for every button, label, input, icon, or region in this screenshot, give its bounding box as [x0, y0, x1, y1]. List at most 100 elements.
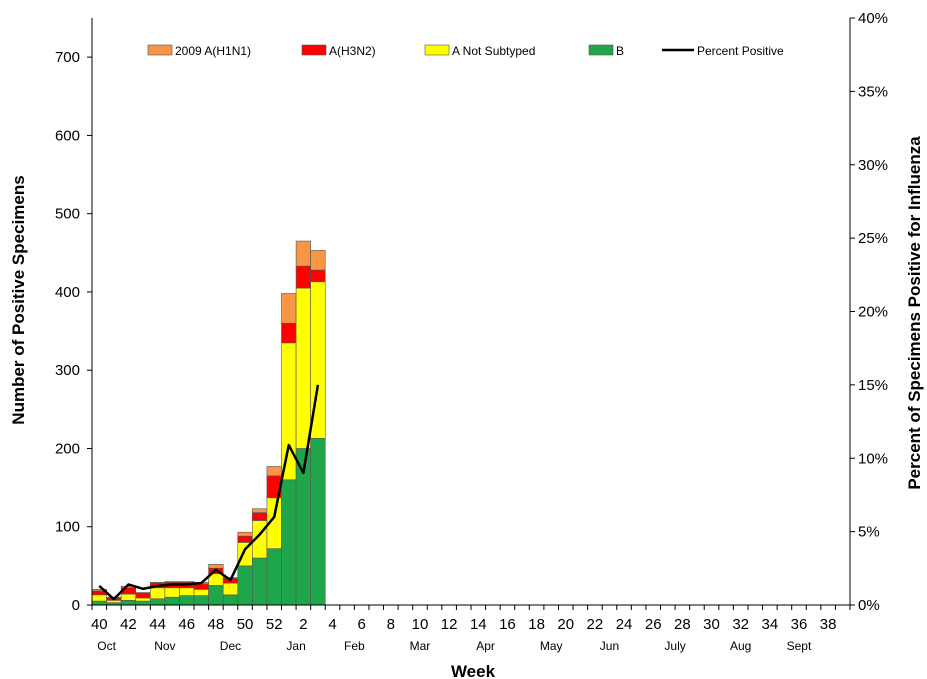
month-label-nov: Nov [154, 639, 175, 653]
bar-b-week-3 [310, 437, 326, 606]
bar-2009-a-h1n1--week-1 [281, 293, 297, 324]
y-axis-title: Number of Positive Specimens [9, 175, 28, 424]
x-tick-label-4: 4 [328, 616, 336, 633]
y2-tick-label-6: 30% [858, 157, 888, 174]
legend: 2009 A(H1N1) A(H3N2) A Not Subtyped B Percen… [147, 44, 784, 58]
x-tick-label-20: 20 [557, 616, 574, 633]
bar-a-not-subtyped-week-41 [106, 599, 122, 603]
legend-swatch-a-h3n2- [301, 44, 327, 56]
x-tick-label-6: 6 [357, 616, 365, 633]
x-tick-label-2: 2 [299, 616, 307, 633]
bar-a-h3n2--week-3 [310, 269, 326, 283]
x-tick-label-36: 36 [791, 616, 808, 633]
x-tick-label-42: 42 [120, 616, 137, 633]
y2-tick-label-4: 20% [858, 304, 888, 321]
bar-a-h3n2--week-43 [135, 592, 151, 599]
bar-2009-a-h1n1--week-51 [252, 508, 268, 513]
x-tick-label-44: 44 [149, 616, 166, 633]
y-tick-label-600: 600 [55, 127, 80, 144]
bar-a-not-subtyped-week-49 [222, 582, 239, 596]
bar-b-week-40 [91, 600, 107, 606]
x-tick-label-28: 28 [674, 616, 691, 633]
x-tick-label-50: 50 [237, 616, 254, 633]
legend-swatch-2009-a-h1n1- [147, 44, 173, 56]
percent-positive-line [98, 384, 320, 601]
x-tick-label-22: 22 [587, 616, 604, 633]
x-tick-label-24: 24 [616, 616, 633, 633]
legend-swatch-a-not-subtyped [424, 44, 450, 56]
bar-2009-a-h1n1--week-44 [150, 581, 166, 584]
bar-b-week-43 [135, 600, 151, 606]
bar-b-week-49 [222, 594, 239, 606]
bar-a-not-subtyped-week-42 [120, 593, 137, 601]
y2-tick-label-3: 15% [858, 377, 888, 394]
bar-a-not-subtyped-week-46 [179, 587, 195, 596]
y2-axis-title: Percent of Specimens Positive for Influe… [905, 136, 924, 490]
month-label-mar: Mar [410, 639, 431, 653]
month-label-feb: Feb [344, 639, 365, 653]
y-tick-label-100: 100 [55, 519, 80, 536]
x-tick-label-18: 18 [528, 616, 545, 633]
x-tick-label-16: 16 [499, 616, 516, 633]
month-label-aug: Aug [730, 639, 751, 653]
x-tick-label-8: 8 [387, 616, 395, 633]
bar-b-week-50 [237, 565, 253, 606]
month-label-dec: Dec [220, 639, 241, 653]
bar-b-week-46 [179, 595, 195, 606]
bar-2009-a-h1n1--week-52 [266, 466, 282, 477]
bar-2009-a-h1n1--week-48 [208, 563, 224, 569]
legend-label-a-not-subtyped: A Not Subtyped [452, 44, 535, 58]
bar-2009-a-h1n1--week-46 [179, 581, 195, 583]
x-tick-label-34: 34 [761, 616, 778, 633]
month-label-july: July [664, 639, 685, 653]
legend-label-2009-a-h1n1-: 2009 A(H1N1) [175, 44, 251, 58]
y2-tick-label-8: 40% [858, 10, 888, 27]
axes-group: 0 100 200 300 400 500 600 700 0% 5% 10% 15% 20% 25% 30… [55, 10, 888, 653]
bar-a-not-subtyped-week-45 [164, 587, 180, 598]
bar-b-week-1 [281, 479, 297, 606]
x-tick-label-40: 40 [91, 616, 108, 633]
legend-label-percent-positive: Percent Positive [697, 44, 784, 58]
legend-label-b: B [616, 44, 624, 58]
x-tick-label-38: 38 [820, 616, 837, 633]
y-tick-label-400: 400 [55, 284, 80, 301]
y2-tick-label-0: 0% [858, 597, 880, 614]
y-tick-label-300: 300 [55, 362, 80, 379]
x-tick-label-32: 32 [732, 616, 749, 633]
bars-group [91, 240, 326, 606]
bar-2009-a-h1n1--week-2 [295, 240, 311, 267]
bar-a-not-subtyped-week-47 [193, 589, 209, 596]
month-label-jun: Jun [600, 639, 619, 653]
x-axis-title: Week [451, 662, 496, 679]
y-tick-label-500: 500 [55, 206, 80, 223]
x-tick-label-10: 10 [412, 616, 429, 633]
month-label-oct: Oct [97, 639, 116, 653]
bar-b-week-52 [266, 548, 282, 606]
bar-a-not-subtyped-week-2 [295, 287, 311, 449]
x-tick-label-26: 26 [645, 616, 662, 633]
bar-a-not-subtyped-week-1 [281, 342, 297, 481]
bar-2009-a-h1n1--week-45 [164, 581, 180, 583]
bar-2009-a-h1n1--week-43 [135, 592, 151, 594]
x-tick-label-48: 48 [208, 616, 225, 633]
month-label-sept: Sept [787, 639, 812, 653]
bar-b-week-51 [252, 557, 268, 606]
bar-b-week-47 [193, 595, 209, 606]
y-tick-label-700: 700 [55, 49, 80, 66]
bar-a-not-subtyped-week-44 [150, 587, 166, 600]
bar-2009-a-h1n1--week-3 [310, 250, 326, 271]
y-tick-label-200: 200 [55, 440, 80, 457]
bar-a-not-subtyped-week-43 [135, 597, 151, 602]
percent-positive-line-group [98, 384, 320, 601]
bar-a-h3n2--week-2 [295, 265, 311, 289]
y2-tick-label-2: 10% [858, 450, 888, 467]
legend-swatch-b [588, 44, 614, 56]
bar-a-h3n2--week-50 [237, 535, 253, 543]
x-tick-label-14: 14 [470, 616, 487, 633]
x-tick-label-30: 30 [703, 616, 720, 633]
bar-a-not-subtyped-week-40 [91, 594, 107, 602]
bar-2009-a-h1n1--week-50 [237, 531, 253, 537]
x-tick-label-12: 12 [441, 616, 458, 633]
